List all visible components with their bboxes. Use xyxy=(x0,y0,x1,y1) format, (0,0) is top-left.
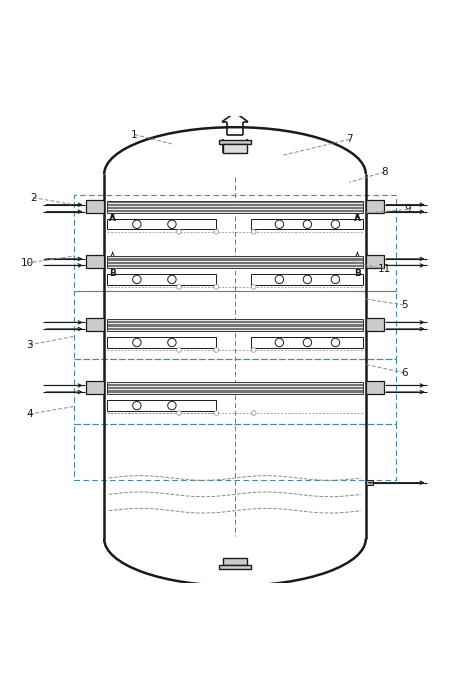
Bar xyxy=(86,255,104,268)
Bar xyxy=(223,144,247,153)
Circle shape xyxy=(251,347,256,352)
Circle shape xyxy=(214,347,219,352)
Circle shape xyxy=(251,411,256,415)
Bar xyxy=(107,319,363,331)
Circle shape xyxy=(214,229,219,234)
Text: 7: 7 xyxy=(346,134,353,144)
Circle shape xyxy=(303,220,312,229)
Text: 1: 1 xyxy=(131,129,138,140)
Text: 3: 3 xyxy=(26,340,33,350)
Circle shape xyxy=(331,220,340,229)
Circle shape xyxy=(177,284,181,289)
Bar xyxy=(251,338,363,347)
Text: 10: 10 xyxy=(21,258,34,268)
Text: 5: 5 xyxy=(401,300,407,310)
Circle shape xyxy=(331,338,340,347)
Circle shape xyxy=(214,411,219,415)
Circle shape xyxy=(133,220,141,229)
Bar xyxy=(219,140,251,144)
Circle shape xyxy=(251,284,256,289)
Bar xyxy=(251,274,363,284)
Circle shape xyxy=(168,338,176,347)
Text: 11: 11 xyxy=(378,264,391,274)
Bar xyxy=(74,359,396,424)
Bar xyxy=(366,480,373,486)
Bar xyxy=(366,381,384,394)
Bar xyxy=(107,256,363,268)
Circle shape xyxy=(177,229,181,234)
Bar xyxy=(107,382,363,394)
Text: 2: 2 xyxy=(30,193,37,203)
Bar xyxy=(107,201,363,212)
Bar xyxy=(107,274,216,284)
Circle shape xyxy=(275,220,283,229)
Bar xyxy=(251,219,363,229)
Circle shape xyxy=(133,338,141,347)
Text: 8: 8 xyxy=(381,167,388,177)
Circle shape xyxy=(168,275,176,284)
Bar xyxy=(74,195,396,291)
Text: A: A xyxy=(354,213,361,222)
Bar xyxy=(74,291,396,359)
Circle shape xyxy=(214,284,219,289)
Text: B: B xyxy=(354,268,361,278)
Circle shape xyxy=(177,411,181,415)
Text: B: B xyxy=(109,268,116,278)
Circle shape xyxy=(275,275,283,284)
Circle shape xyxy=(133,401,141,410)
Circle shape xyxy=(275,338,283,347)
Circle shape xyxy=(168,401,176,410)
Bar xyxy=(366,200,384,213)
Bar xyxy=(107,401,216,411)
Bar xyxy=(86,318,104,331)
Text: 6: 6 xyxy=(401,368,407,378)
Circle shape xyxy=(168,220,176,229)
Bar xyxy=(223,558,247,565)
Bar xyxy=(86,200,104,213)
Bar xyxy=(219,565,251,569)
Circle shape xyxy=(177,347,181,352)
Bar xyxy=(366,318,384,331)
Bar xyxy=(74,424,396,480)
Bar xyxy=(107,338,216,347)
Text: 4: 4 xyxy=(26,409,33,419)
Bar xyxy=(107,219,216,229)
Bar xyxy=(366,255,384,268)
Text: A: A xyxy=(109,213,116,222)
Circle shape xyxy=(303,338,312,347)
Circle shape xyxy=(331,275,340,284)
Text: 9: 9 xyxy=(405,204,411,215)
Circle shape xyxy=(251,229,256,234)
Bar xyxy=(86,381,104,394)
Circle shape xyxy=(133,275,141,284)
Circle shape xyxy=(303,275,312,284)
